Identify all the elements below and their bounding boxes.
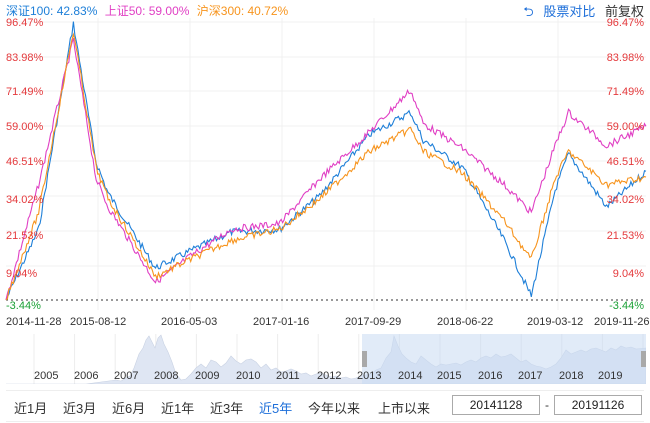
x-tick: 2017-01-16 (253, 316, 310, 328)
range-ytd-button[interactable]: 今年以来 (308, 401, 361, 416)
year-label: 2006 (74, 370, 99, 382)
legend-hs300[interactable]: 沪深300: 40.72% (196, 4, 289, 18)
y-tick-left: 59.00% (6, 121, 44, 133)
year-label: 2014 (398, 370, 423, 382)
year-label: 2015 (437, 370, 462, 382)
y-tick-right: 46.51% (606, 156, 644, 168)
range-1y-button[interactable]: 近1年 (161, 401, 195, 416)
x-tick: 2015-08-12 (70, 316, 127, 328)
undo-icon[interactable]: ⮌ (523, 4, 534, 19)
date-separator: - (545, 398, 549, 412)
year-label: 2010 (236, 370, 261, 382)
stock-compare-link[interactable]: 股票对比 (543, 4, 596, 19)
year-label: 2008 (154, 370, 179, 382)
year-label: 2005 (34, 370, 59, 382)
price-adjust-toggle[interactable]: 前复权 (604, 4, 644, 19)
y-tick-left: 34.02% (6, 194, 44, 206)
end-date-input[interactable] (554, 395, 642, 415)
x-tick: 2018-06-22 (437, 316, 494, 328)
year-label: 2019 (598, 370, 623, 382)
y-tick-left: 83.98% (6, 52, 44, 64)
y-tick-right: 71.49% (606, 86, 644, 98)
chart-legend: 深证100: 42.83% 上证50: 59.00% 沪深300: 40.72% (6, 2, 292, 19)
series-line-1 (5, 37, 647, 301)
y-tick-right: 34.02% (606, 194, 644, 206)
legend-sse50[interactable]: 上证50: 59.00% (104, 4, 190, 18)
range-1m-button[interactable]: 近1月 (14, 401, 48, 416)
year-label: 2012 (317, 370, 342, 382)
y-tick-right: 21.53% (606, 230, 644, 242)
year-label: 2018 (559, 370, 584, 382)
range-3m-button[interactable]: 近3月 (63, 401, 97, 416)
y-tick-left: 96.47% (6, 17, 44, 29)
header-actions: ⮌ 股票对比 前复权 (523, 1, 644, 25)
year-label: 2013 (357, 370, 382, 382)
y-tick-left: 9.04% (6, 268, 38, 280)
y-tick-right: -3.44% (609, 300, 644, 312)
range-toolbar: 近1月 近3月 近6月 近1年 近3年 近5年 今年以来 上市以来 - (6, 390, 644, 422)
navigator-handle-right[interactable] (641, 351, 646, 367)
line-chart[interactable] (0, 0, 650, 330)
range-since-listing-button[interactable]: 上市以来 (378, 401, 431, 416)
chart-series (5, 21, 647, 301)
range-6m-button[interactable]: 近6月 (112, 401, 146, 416)
series-line-2 (5, 32, 647, 301)
year-label: 2011 (276, 370, 300, 382)
x-tick: 2017-09-29 (345, 316, 402, 328)
series-line-0 (5, 21, 647, 301)
legend-szse100[interactable]: 深证100: 42.83% (6, 4, 98, 18)
navigator-selection (362, 334, 646, 384)
x-tick: 2019-11-26 (594, 316, 650, 328)
year-label: 2017 (518, 370, 543, 382)
y-tick-right: 83.98% (606, 52, 644, 64)
x-tick: 2019-03-12 (527, 316, 584, 328)
range-navigator[interactable] (6, 334, 646, 384)
y-tick-left: -3.44% (6, 300, 41, 312)
start-date-input[interactable] (452, 395, 540, 415)
y-tick-right: 96.47% (606, 17, 644, 29)
y-tick-left: 71.49% (6, 86, 44, 98)
year-label: 2009 (195, 370, 220, 382)
x-tick: 2014-11-28 (6, 316, 62, 328)
navigator-handle-left[interactable] (362, 351, 367, 367)
y-tick-left: 46.51% (6, 156, 44, 168)
y-tick-right: 59.00% (606, 121, 644, 133)
year-label: 2016 (478, 370, 503, 382)
y-tick-right: 9.04% (612, 268, 644, 280)
year-label: 2007 (114, 370, 139, 382)
range-5y-button[interactable]: 近5年 (259, 401, 293, 416)
chart-grid (6, 18, 646, 310)
y-tick-left: 21.53% (6, 230, 44, 242)
x-tick: 2016-05-03 (161, 316, 218, 328)
range-3y-button[interactable]: 近3年 (210, 401, 244, 416)
